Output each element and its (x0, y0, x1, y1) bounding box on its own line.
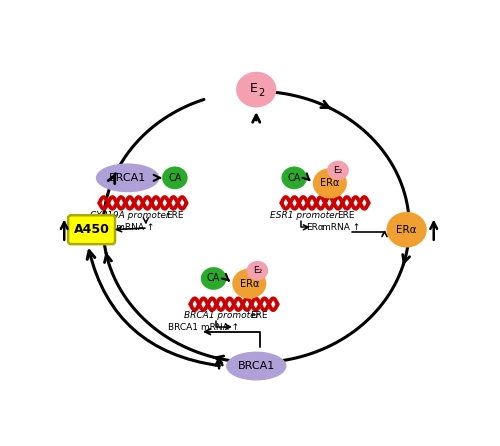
Text: ERα: ERα (306, 223, 324, 232)
Circle shape (313, 168, 347, 198)
Text: BRCA1 promoter: BRCA1 promoter (184, 311, 259, 320)
Text: ERE: ERE (166, 211, 184, 220)
Text: A450 mRNA ↑: A450 mRNA ↑ (90, 223, 155, 232)
Text: CA: CA (207, 273, 220, 284)
Text: ERE: ERE (336, 211, 354, 220)
Text: BRCA1: BRCA1 (109, 173, 146, 183)
Text: E: E (250, 82, 258, 95)
Text: ERE: ERE (250, 311, 268, 320)
FancyBboxPatch shape (68, 215, 115, 244)
Circle shape (327, 161, 349, 180)
Text: ERα: ERα (396, 225, 417, 235)
Circle shape (162, 166, 188, 189)
Circle shape (232, 268, 266, 299)
Circle shape (386, 212, 427, 248)
Text: E₂: E₂ (334, 166, 342, 175)
Text: BRCA1: BRCA1 (238, 361, 275, 371)
Text: ESR1 promoter: ESR1 promoter (270, 211, 339, 220)
Text: E₂: E₂ (253, 266, 262, 275)
Text: CA: CA (168, 173, 181, 183)
Circle shape (282, 166, 307, 189)
Ellipse shape (96, 163, 160, 192)
Text: ERα: ERα (320, 178, 340, 188)
Text: CA: CA (288, 173, 301, 183)
Circle shape (236, 72, 277, 107)
Text: 2: 2 (258, 88, 265, 98)
Text: BRCA1 mRNA ↑: BRCA1 mRNA ↑ (168, 323, 240, 332)
Text: A450: A450 (74, 223, 110, 236)
Text: mRNA ↑: mRNA ↑ (322, 223, 360, 232)
Circle shape (201, 267, 226, 290)
Circle shape (246, 261, 268, 280)
Ellipse shape (226, 351, 286, 380)
Text: ERα: ERα (240, 279, 259, 289)
Text: CYP19A promoter: CYP19A promoter (90, 211, 170, 220)
